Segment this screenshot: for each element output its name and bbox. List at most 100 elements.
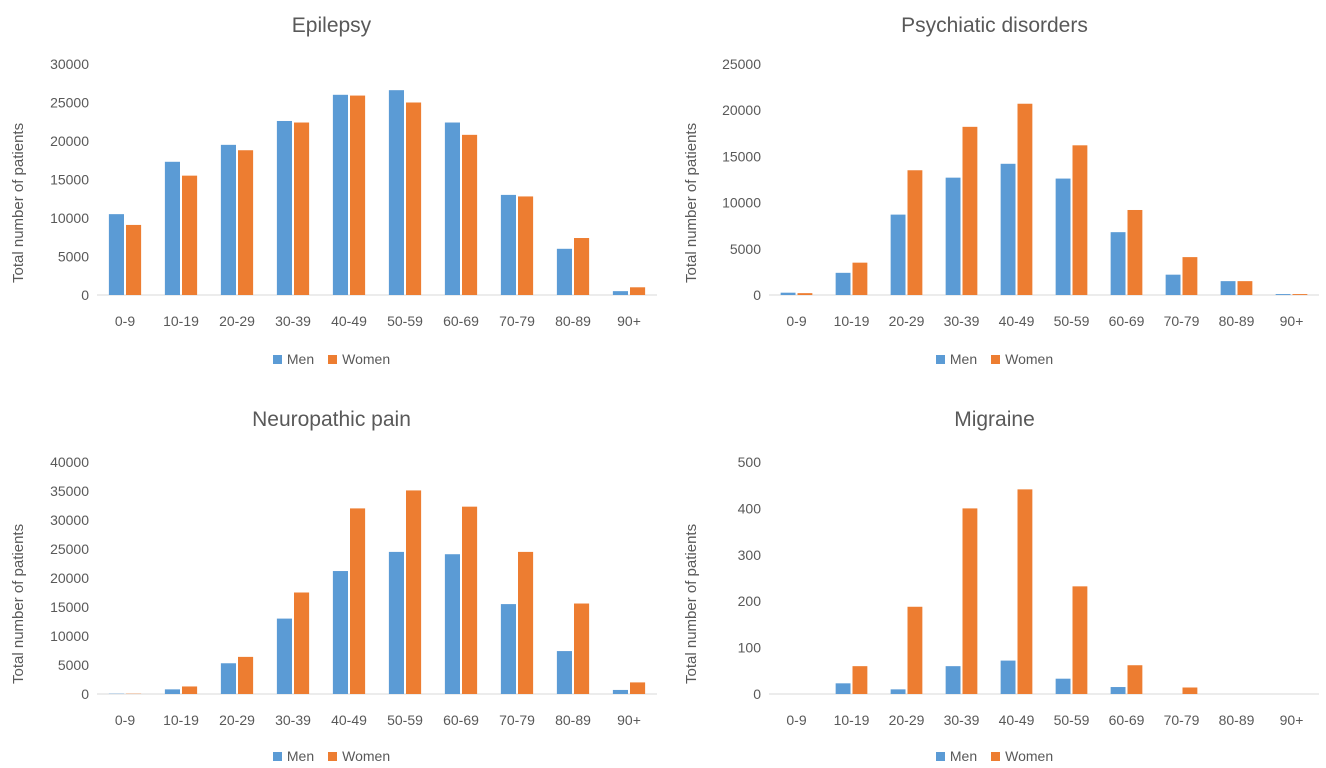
legend-label-women: Women xyxy=(342,748,391,764)
bar-women-40-49 xyxy=(1017,489,1033,694)
y-tick-label: 25000 xyxy=(722,56,761,72)
bar-women-40-49 xyxy=(350,508,366,694)
legend-item-women: Women xyxy=(328,748,390,764)
y-tick-label: 0 xyxy=(753,686,761,702)
x-tick-label: 0-9 xyxy=(786,712,806,728)
legend-item-men: Men xyxy=(272,748,315,764)
bar-women-50-59 xyxy=(406,102,422,295)
bar-men-60-69 xyxy=(1110,687,1126,694)
legend-swatch-men xyxy=(272,354,282,364)
bar-women-20-29 xyxy=(907,606,923,694)
bar-women-70-79 xyxy=(518,196,534,295)
legend-swatch-men xyxy=(935,354,945,364)
legend-label-men: Men xyxy=(286,351,315,367)
bar-men-80-89 xyxy=(556,248,572,295)
legend-label-men: Men xyxy=(286,748,315,764)
legend-label-women: Women xyxy=(342,351,391,367)
bar-women-60-69 xyxy=(462,134,478,295)
legend-item-women: Women xyxy=(328,351,390,367)
legend-item-men: Men xyxy=(272,351,315,367)
bar-women-30-39 xyxy=(962,508,978,694)
x-tick-label: 20-29 xyxy=(889,313,925,329)
bar-men-90+ xyxy=(612,291,628,295)
y-tick-label: 0 xyxy=(753,287,761,303)
x-tick-label: 90+ xyxy=(1280,712,1304,728)
bar-women-30-39 xyxy=(962,126,978,295)
x-tick-label: 60-69 xyxy=(443,313,479,329)
x-tick-label: 40-49 xyxy=(999,712,1035,728)
x-tick-label: 70-79 xyxy=(1164,313,1200,329)
bar-men-40-49 xyxy=(1000,163,1016,295)
bar-men-80-89 xyxy=(1220,281,1236,295)
chart-title: Neuropathic pain xyxy=(252,408,411,431)
bar-women-90+ xyxy=(630,287,646,295)
y-tick-label: 15000 xyxy=(50,172,89,188)
legend-swatch-women xyxy=(328,751,338,761)
y-tick-label: 20000 xyxy=(50,133,89,149)
x-tick-label: 10-19 xyxy=(834,712,870,728)
legend-swatch-women xyxy=(328,354,338,364)
bar-men-50-59 xyxy=(1055,178,1071,295)
x-tick-label: 30-39 xyxy=(275,712,311,728)
y-tick-label: 30000 xyxy=(50,512,89,528)
bar-women-90+ xyxy=(630,682,646,694)
x-tick-label: 50-59 xyxy=(387,313,423,329)
chart-panel-neuropathic-pain: Neuropathic pain Total number of patient… xyxy=(0,384,663,768)
bar-men-70-79 xyxy=(500,194,516,295)
bar-women-60-69 xyxy=(1127,209,1143,295)
chart-plot: 0 5000 10000 15000 20000 25000 0-9 10-19 20-29 30… xyxy=(722,56,1319,329)
chart-legend: Men Women xyxy=(663,351,1326,367)
bar-women-40-49 xyxy=(1017,103,1033,296)
x-tick-label: 0-9 xyxy=(115,313,135,329)
y-tick-label: 35000 xyxy=(50,483,89,499)
y-tick-label: 300 xyxy=(738,547,762,563)
y-tick-label: 15000 xyxy=(50,599,89,615)
bar-men-60-69 xyxy=(1110,232,1126,295)
bar-men-10-19 xyxy=(164,161,180,295)
bar-women-0-9 xyxy=(126,224,142,295)
bar-women-80-89 xyxy=(574,238,590,295)
y-tick-label: 20000 xyxy=(50,570,89,586)
x-tick-label: 10-19 xyxy=(834,313,870,329)
bar-women-40-49 xyxy=(350,95,366,295)
bar-men-60-69 xyxy=(444,554,460,694)
x-tick-label: 80-89 xyxy=(1219,712,1255,728)
bar-men-40-49 xyxy=(332,94,348,295)
x-tick-label: 40-49 xyxy=(331,313,367,329)
chart-panel-epilepsy: Epilepsy Total number of patients 0 5000 1… xyxy=(0,0,663,384)
bar-women-50-59 xyxy=(1072,586,1088,694)
bar-women-50-59 xyxy=(406,490,422,694)
x-tick-label: 90+ xyxy=(617,712,641,728)
bar-women-30-39 xyxy=(294,122,310,296)
bar-women-70-79 xyxy=(518,551,534,694)
bar-men-0-9 xyxy=(780,292,796,295)
y-tick-label: 25000 xyxy=(50,541,89,557)
legend-label-men: Men xyxy=(949,748,978,764)
bar-women-10-19 xyxy=(182,686,198,694)
x-tick-label: 60-69 xyxy=(1109,712,1145,728)
x-tick-label: 0-9 xyxy=(786,313,806,329)
y-tick-label: 5000 xyxy=(58,657,89,673)
bar-men-50-59 xyxy=(388,90,404,296)
bar-women-20-29 xyxy=(238,656,254,694)
legend-label-women: Women xyxy=(1005,748,1054,764)
bar-women-50-59 xyxy=(1072,145,1088,295)
y-tick-label: 25000 xyxy=(50,95,89,111)
x-tick-label: 20-29 xyxy=(219,313,255,329)
y-tick-label: 400 xyxy=(738,500,762,516)
chart-title: Migraine xyxy=(954,408,1035,431)
bar-men-90+ xyxy=(612,689,628,694)
bar-men-10-19 xyxy=(164,689,180,694)
bar-women-20-29 xyxy=(238,150,254,295)
x-tick-label: 20-29 xyxy=(889,712,925,728)
bar-men-20-29 xyxy=(220,663,236,694)
legend-item-men: Men xyxy=(935,351,977,367)
chart-legend: Men Women xyxy=(0,351,663,367)
y-tick-label: 15000 xyxy=(722,148,761,164)
x-tick-label: 30-39 xyxy=(944,712,980,728)
x-tick-label: 0-9 xyxy=(115,712,135,728)
chart-plot: 0 5000 10000 15000 20000 25000 30000 35000 40000… xyxy=(50,454,657,728)
chart-title: Epilepsy xyxy=(291,14,372,37)
x-tick-label: 40-49 xyxy=(331,712,367,728)
bar-women-60-69 xyxy=(462,506,478,694)
